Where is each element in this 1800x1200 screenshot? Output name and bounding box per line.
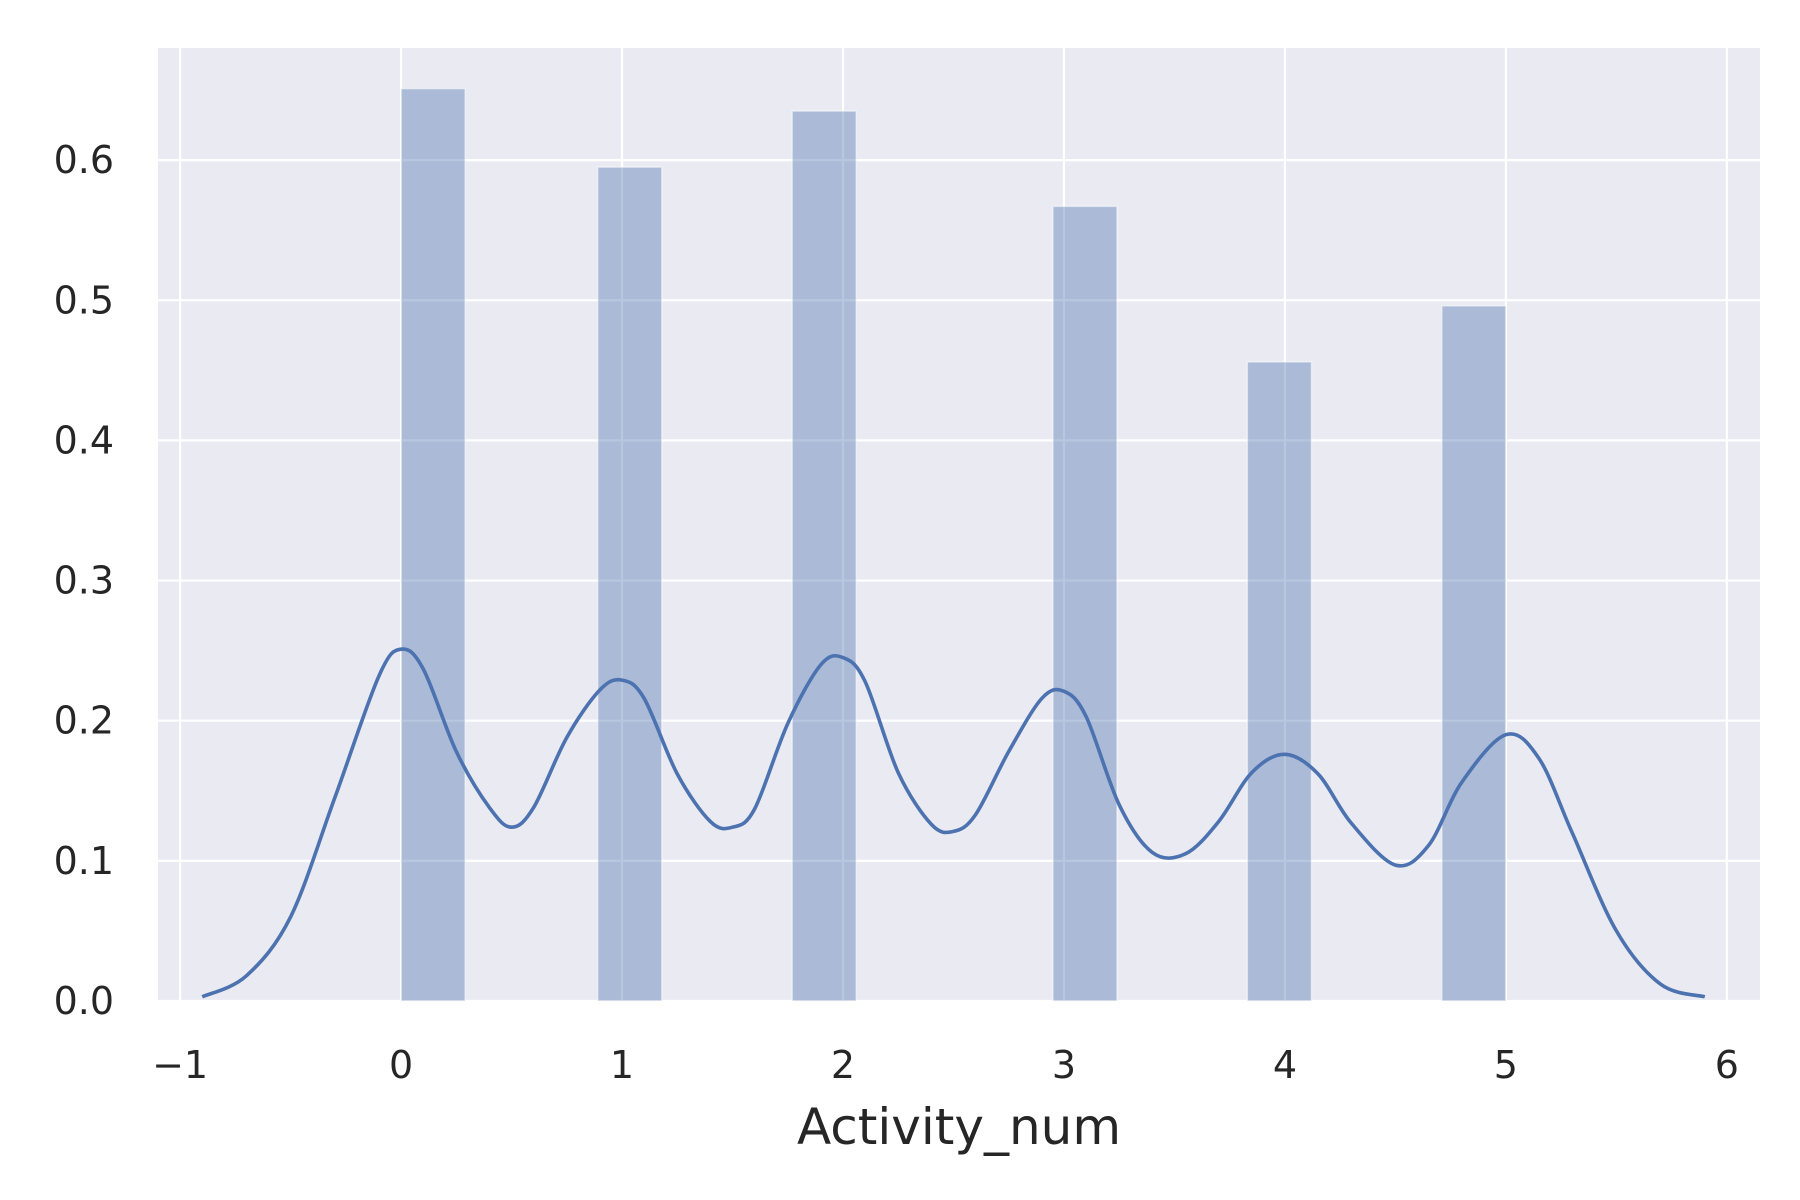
histogram-bar-0 <box>400 87 466 1002</box>
histogram-bar-1 <box>596 166 663 1002</box>
y-tick-label-1: 0.1 <box>54 839 114 883</box>
histogram-bar-2 <box>791 110 858 1002</box>
histogram-bar-5 <box>1441 305 1507 1002</box>
x-tick-label-1: 0 <box>389 1043 413 1087</box>
x-tick-label-4: 3 <box>1052 1043 1076 1087</box>
x-tick-label-0: −1 <box>152 1043 208 1087</box>
x-tick-label-6: 5 <box>1494 1043 1518 1087</box>
y-tick-label-2: 0.2 <box>54 699 114 743</box>
histogram-bars <box>400 87 1507 1002</box>
plot-background <box>158 48 1760 1001</box>
histogram-bar-4 <box>1246 361 1313 1002</box>
x-axis-label: Activity_num <box>797 1098 1121 1156</box>
x-tick-label-3: 2 <box>831 1043 855 1087</box>
y-tick-label-0: 0.0 <box>54 979 114 1023</box>
grid-lines <box>158 48 1760 1003</box>
kde-curve <box>201 647 1706 999</box>
x-tick-label-5: 4 <box>1273 1043 1297 1087</box>
y-tick-label-6: 0.6 <box>54 138 114 182</box>
x-tick-label-7: 6 <box>1715 1043 1739 1087</box>
y-tick-label-3: 0.3 <box>54 559 114 603</box>
y-tick-labels: 0.0 0.1 0.2 0.3 0.4 0.5 0.6 <box>54 138 114 1023</box>
y-tick-label-5: 0.5 <box>54 278 114 322</box>
histogram-bar-3 <box>1052 205 1118 1002</box>
x-tick-labels: −1 0 1 2 3 4 5 6 <box>152 1043 1739 1087</box>
x-tick-label-2: 1 <box>610 1043 634 1087</box>
y-tick-label-4: 0.4 <box>54 418 114 462</box>
kde-curve-group <box>201 647 1706 999</box>
